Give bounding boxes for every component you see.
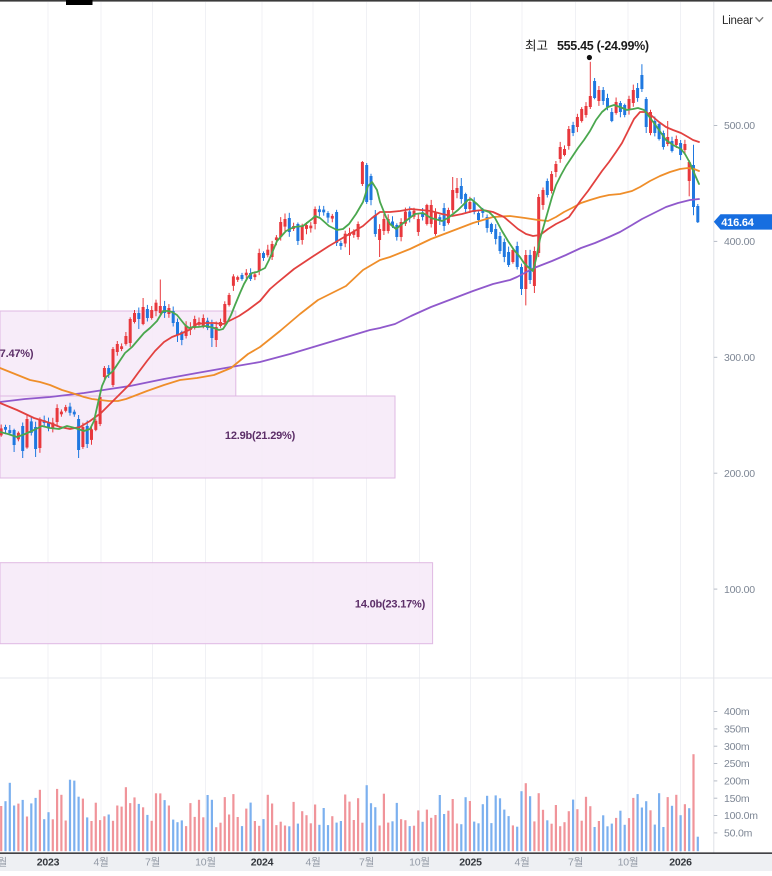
svg-text:500.00: 500.00 xyxy=(724,120,755,132)
svg-text:1.5b(7.47%): 1.5b(7.47%) xyxy=(0,348,34,360)
svg-text:10월: 10월 xyxy=(409,857,430,869)
svg-text:10월: 10월 xyxy=(195,857,216,869)
svg-text:200m: 200m xyxy=(724,776,750,788)
svg-text:11월: 11월 xyxy=(0,857,7,869)
svg-text:50.0m: 50.0m xyxy=(724,828,753,840)
svg-text:150m: 150m xyxy=(724,793,750,805)
svg-text:555.45 (-24.99%): 555.45 (-24.99%) xyxy=(557,39,649,53)
svg-text:300m: 300m xyxy=(724,741,750,753)
svg-text:12.9b(21.29%): 12.9b(21.29%) xyxy=(225,430,296,442)
svg-text:2026: 2026 xyxy=(669,857,692,869)
svg-text:2024: 2024 xyxy=(251,857,274,869)
svg-text:10월: 10월 xyxy=(618,857,639,869)
svg-text:300.00: 300.00 xyxy=(724,352,755,364)
svg-text:250m: 250m xyxy=(724,758,750,770)
svg-text:400m: 400m xyxy=(724,706,750,718)
svg-text:7월: 7월 xyxy=(145,857,160,869)
svg-text:2023: 2023 xyxy=(37,857,60,869)
svg-text:4월: 4월 xyxy=(93,857,108,869)
svg-text:7월: 7월 xyxy=(359,857,374,869)
svg-text:400.00: 400.00 xyxy=(724,236,755,248)
svg-text:최고: 최고 xyxy=(525,39,548,53)
svg-text:14.0b(23.17%): 14.0b(23.17%) xyxy=(355,599,426,611)
svg-text:4월: 4월 xyxy=(305,857,320,869)
svg-text:7월: 7월 xyxy=(568,857,583,869)
svg-text:2025: 2025 xyxy=(459,857,482,869)
svg-text:Linear: Linear xyxy=(722,15,753,27)
svg-text:100.0m: 100.0m xyxy=(724,810,758,822)
svg-text:416.64: 416.64 xyxy=(721,217,755,229)
svg-text:100.00: 100.00 xyxy=(724,584,755,596)
svg-text:350m: 350m xyxy=(724,724,750,736)
svg-text:200.00: 200.00 xyxy=(724,468,755,480)
svg-text:4월: 4월 xyxy=(514,857,529,869)
